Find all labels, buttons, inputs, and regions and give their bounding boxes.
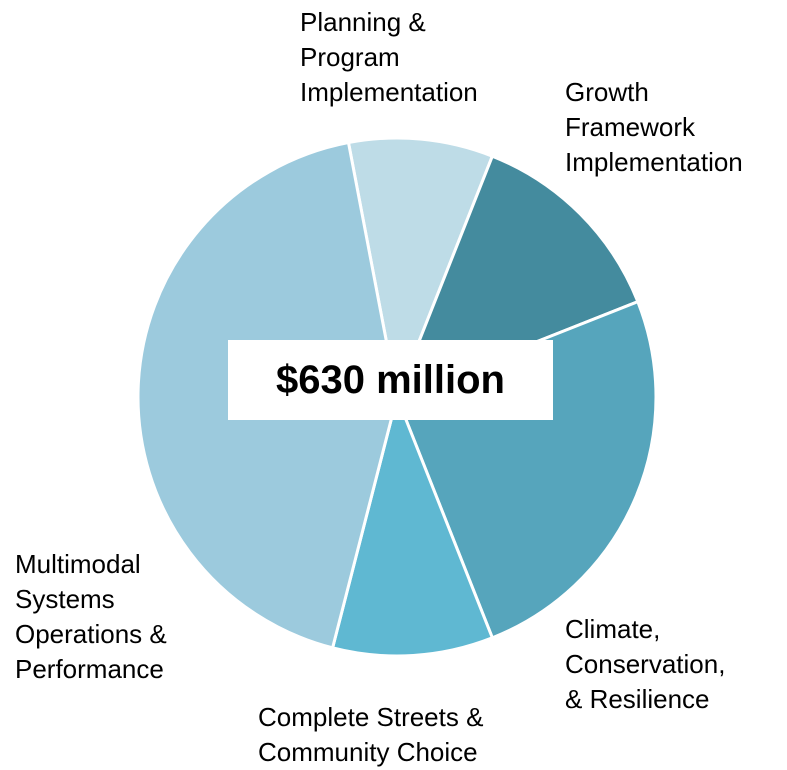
slice-label: Multimodal Systems Operations & Performa… (15, 549, 167, 684)
pie-slice (346, 136, 495, 403)
slice-label: Climate, Conservation, & Resilience (565, 614, 726, 714)
slice-label: Complete Streets & Community Choice (258, 702, 484, 767)
center-label: $630 million (228, 340, 553, 420)
slice-label: Growth Framework Implementation (565, 77, 743, 177)
pie-slice (330, 392, 495, 658)
slice-label: Planning & Program Implementation (300, 7, 478, 107)
pie-slice (394, 154, 640, 400)
